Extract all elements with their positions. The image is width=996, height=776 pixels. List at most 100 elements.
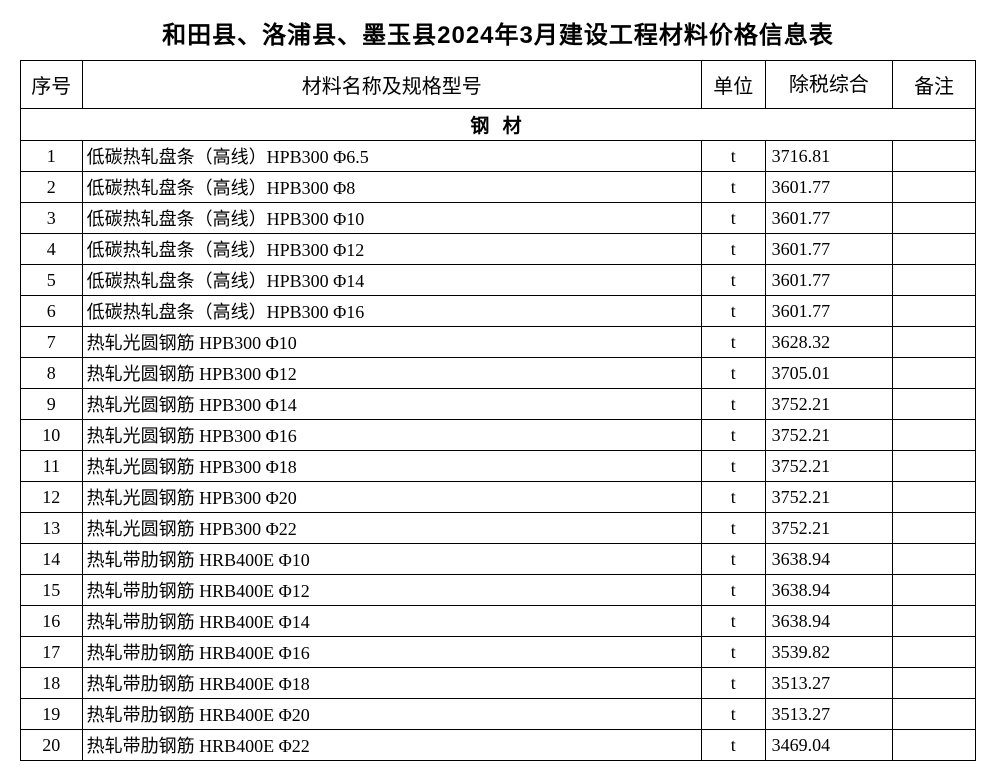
- cell-seq: 19: [21, 699, 83, 730]
- table-body: 钢 材 1低碳热轧盘条（高线）HPB300 Φ6.5t3716.812低碳热轧盘…: [21, 109, 976, 761]
- cell-note: [893, 234, 976, 265]
- cell-seq: 17: [21, 637, 83, 668]
- table-row: 19热轧带肋钢筋 HRB400E Φ20t3513.27: [21, 699, 976, 730]
- cell-unit: t: [701, 420, 765, 451]
- cell-seq: 20: [21, 730, 83, 761]
- cell-price: 3469.04: [765, 730, 892, 761]
- cell-unit: t: [701, 544, 765, 575]
- cell-note: [893, 730, 976, 761]
- cell-price: 3638.94: [765, 606, 892, 637]
- section-header-row: 钢 材: [21, 109, 976, 141]
- cell-price: 3638.94: [765, 575, 892, 606]
- table-row: 15热轧带肋钢筋 HRB400E Φ12t3638.94: [21, 575, 976, 606]
- table-row: 4低碳热轧盘条（高线）HPB300 Φ12t3601.77: [21, 234, 976, 265]
- cell-name: 低碳热轧盘条（高线）HPB300 Φ10: [82, 203, 701, 234]
- cell-seq: 3: [21, 203, 83, 234]
- cell-seq: 5: [21, 265, 83, 296]
- header-name: 材料名称及规格型号: [82, 61, 701, 109]
- cell-unit: t: [701, 637, 765, 668]
- cell-price: 3601.77: [765, 203, 892, 234]
- cell-note: [893, 389, 976, 420]
- cell-note: [893, 358, 976, 389]
- table-row: 3低碳热轧盘条（高线）HPB300 Φ10t3601.77: [21, 203, 976, 234]
- cell-note: [893, 420, 976, 451]
- cell-name: 低碳热轧盘条（高线）HPB300 Φ14: [82, 265, 701, 296]
- cell-price: 3539.82: [765, 637, 892, 668]
- cell-price: 3752.21: [765, 389, 892, 420]
- cell-name: 热轧带肋钢筋 HRB400E Φ12: [82, 575, 701, 606]
- cell-unit: t: [701, 451, 765, 482]
- cell-name: 热轧光圆钢筋 HPB300 Φ20: [82, 482, 701, 513]
- cell-name: 热轧带肋钢筋 HRB400E Φ22: [82, 730, 701, 761]
- cell-price: 3601.77: [765, 234, 892, 265]
- table-row: 8热轧光圆钢筋 HPB300 Φ12t3705.01: [21, 358, 976, 389]
- cell-price: 3752.21: [765, 420, 892, 451]
- page-title: 和田县、洛浦县、墨玉县2024年3月建设工程材料价格信息表: [20, 15, 976, 50]
- cell-note: [893, 172, 976, 203]
- cell-seq: 16: [21, 606, 83, 637]
- cell-price: 3638.94: [765, 544, 892, 575]
- cell-name: 热轧带肋钢筋 HRB400E Φ16: [82, 637, 701, 668]
- cell-note: [893, 141, 976, 172]
- cell-price: 3601.77: [765, 296, 892, 327]
- cell-price: 3705.01: [765, 358, 892, 389]
- cell-name: 热轧光圆钢筋 HPB300 Φ22: [82, 513, 701, 544]
- cell-price: 3628.32: [765, 327, 892, 358]
- table-row: 20热轧带肋钢筋 HRB400E Φ22t3469.04: [21, 730, 976, 761]
- header-unit: 单位: [701, 61, 765, 109]
- cell-unit: t: [701, 513, 765, 544]
- cell-note: [893, 203, 976, 234]
- cell-seq: 13: [21, 513, 83, 544]
- cell-seq: 6: [21, 296, 83, 327]
- cell-name: 低碳热轧盘条（高线）HPB300 Φ8: [82, 172, 701, 203]
- header-price: 除税综合: [765, 61, 892, 109]
- table-row: 14热轧带肋钢筋 HRB400E Φ10t3638.94: [21, 544, 976, 575]
- cell-price: 3513.27: [765, 668, 892, 699]
- header-seq: 序号: [21, 61, 83, 109]
- table-row: 2低碳热轧盘条（高线）HPB300 Φ8t3601.77: [21, 172, 976, 203]
- cell-seq: 8: [21, 358, 83, 389]
- table-row: 9热轧光圆钢筋 HPB300 Φ14t3752.21: [21, 389, 976, 420]
- cell-unit: t: [701, 668, 765, 699]
- cell-note: [893, 637, 976, 668]
- table-row: 16热轧带肋钢筋 HRB400E Φ14t3638.94: [21, 606, 976, 637]
- table-header-row: 序号 材料名称及规格型号 单位 除税综合 备注: [21, 61, 976, 109]
- cell-price: 3752.21: [765, 482, 892, 513]
- cell-note: [893, 699, 976, 730]
- cell-note: [893, 513, 976, 544]
- header-note: 备注: [893, 61, 976, 109]
- cell-unit: t: [701, 327, 765, 358]
- cell-name: 热轧带肋钢筋 HRB400E Φ14: [82, 606, 701, 637]
- table-row: 1低碳热轧盘条（高线）HPB300 Φ6.5t3716.81: [21, 141, 976, 172]
- cell-note: [893, 606, 976, 637]
- cell-note: [893, 451, 976, 482]
- cell-seq: 1: [21, 141, 83, 172]
- table-row: 5低碳热轧盘条（高线）HPB300 Φ14t3601.77: [21, 265, 976, 296]
- cell-price: 3716.81: [765, 141, 892, 172]
- cell-unit: t: [701, 265, 765, 296]
- cell-unit: t: [701, 699, 765, 730]
- cell-name: 低碳热轧盘条（高线）HPB300 Φ16: [82, 296, 701, 327]
- cell-name: 低碳热轧盘条（高线）HPB300 Φ6.5: [82, 141, 701, 172]
- table-row: 7热轧光圆钢筋 HPB300 Φ10t3628.32: [21, 327, 976, 358]
- section-title: 钢 材: [21, 109, 976, 141]
- cell-seq: 18: [21, 668, 83, 699]
- cell-name: 热轧光圆钢筋 HPB300 Φ14: [82, 389, 701, 420]
- cell-seq: 4: [21, 234, 83, 265]
- cell-unit: t: [701, 203, 765, 234]
- cell-unit: t: [701, 606, 765, 637]
- table-row: 6低碳热轧盘条（高线）HPB300 Φ16t3601.77: [21, 296, 976, 327]
- table-row: 10热轧光圆钢筋 HPB300 Φ16t3752.21: [21, 420, 976, 451]
- cell-unit: t: [701, 575, 765, 606]
- cell-price: 3752.21: [765, 513, 892, 544]
- cell-seq: 7: [21, 327, 83, 358]
- cell-seq: 15: [21, 575, 83, 606]
- cell-seq: 9: [21, 389, 83, 420]
- cell-unit: t: [701, 482, 765, 513]
- cell-seq: 11: [21, 451, 83, 482]
- cell-name: 热轧带肋钢筋 HRB400E Φ20: [82, 699, 701, 730]
- cell-name: 热轧光圆钢筋 HPB300 Φ16: [82, 420, 701, 451]
- cell-price: 3601.77: [765, 265, 892, 296]
- cell-note: [893, 575, 976, 606]
- cell-note: [893, 296, 976, 327]
